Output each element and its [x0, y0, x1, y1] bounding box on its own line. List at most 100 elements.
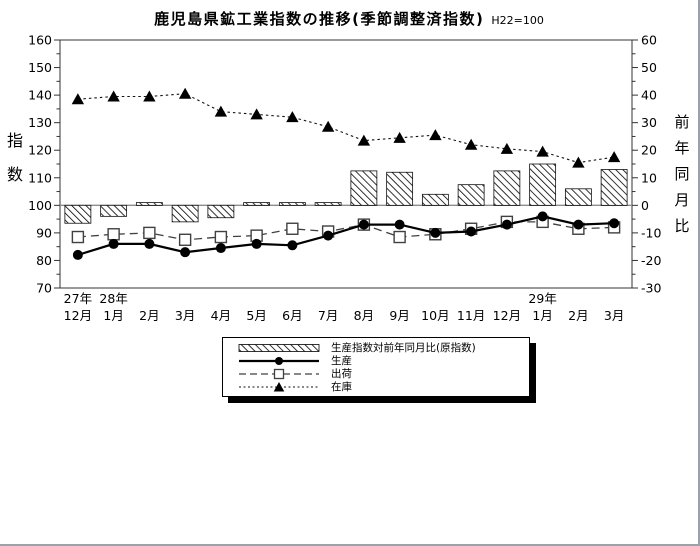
yoy-bar: [350, 170, 378, 206]
inventory-marker: [429, 129, 442, 141]
month-label: 10月: [421, 308, 449, 323]
yoy-bar: [421, 193, 449, 206]
legend-label: 在庫: [331, 380, 352, 393]
month-label: 3月: [175, 308, 195, 323]
legend-triangle-marker: [273, 381, 285, 391]
production-line: [77, 215, 615, 256]
left-axis-tick-label: 120: [28, 143, 52, 158]
month-label: 12月: [64, 308, 92, 323]
right-axis-tick-label: 30: [641, 115, 657, 130]
legend-item-line-circle: 生産: [223, 354, 529, 367]
right-axis-tick-label: -30: [641, 281, 661, 296]
svg-text:比: 比: [674, 217, 689, 235]
left-axis-tick-label: 90: [36, 225, 52, 240]
right-axis-tick-label: 10: [641, 170, 657, 185]
yoy-bar: [207, 204, 235, 219]
inventory-line: [77, 93, 615, 164]
svg-text:月: 月: [674, 191, 689, 209]
left-axis-tick-label: 80: [36, 253, 52, 268]
inventory-marker: [572, 156, 585, 168]
production-marker: [358, 219, 369, 230]
production-marker: [323, 230, 334, 241]
left-axis-tick-label: 100: [28, 198, 52, 213]
svg-text:数: 数: [7, 165, 23, 184]
yoy-bars: [64, 163, 628, 224]
shipments-marker: [71, 230, 85, 244]
right-axis-tick-label: 60: [641, 33, 657, 48]
left-axis-title: 指数: [7, 131, 23, 184]
right-axis-tick-label: 40: [641, 88, 657, 103]
shipments-marker: [178, 233, 192, 246]
month-label: 9月: [389, 308, 409, 323]
legend-item-line-square: 出荷: [223, 367, 529, 380]
month-label: 2月: [568, 308, 588, 323]
inventory-marker: [71, 93, 85, 105]
legend-circle-marker: [275, 356, 283, 365]
inventory-marker: [143, 90, 156, 102]
inventory-marker: [178, 87, 192, 99]
month-label: 4月: [211, 308, 231, 323]
month-label: 7月: [318, 308, 338, 323]
yoy-bar: [135, 202, 163, 206]
left-axis-tick-label: 150: [28, 60, 52, 75]
production-marker: [251, 238, 262, 249]
legend-item-line-triangle: 在庫: [223, 380, 529, 393]
right-axis-tick-label: 20: [641, 143, 657, 158]
yoy-bar: [243, 202, 271, 206]
legend-bar-swatch: [238, 343, 320, 352]
production-marker: [144, 238, 155, 249]
inventory-marker: [536, 145, 549, 157]
month-label: 6月: [282, 308, 302, 323]
inventory-marker: [250, 108, 263, 120]
svg-text:指: 指: [7, 131, 23, 150]
production-marker: [573, 219, 584, 230]
month-label: 3月: [604, 308, 624, 323]
inventory-marker: [321, 120, 335, 132]
legend-symbol-line-circle: [231, 355, 331, 367]
month-label: 12月: [493, 308, 521, 323]
legend-symbol-line-square: [231, 368, 331, 380]
month-label: 11月: [457, 308, 485, 323]
production-marker: [609, 218, 620, 229]
right-axis-tick-label: 0: [641, 198, 649, 213]
month-label: 5月: [246, 308, 266, 323]
inventory-marker: [357, 134, 371, 146]
inventory-marker: [393, 131, 406, 143]
inventory-marker: [607, 151, 621, 163]
legend-item-bar: 生産指数対前年同月比(原指数): [223, 341, 529, 354]
legend-symbol-bar: [231, 342, 331, 354]
production-marker: [394, 219, 405, 230]
left-axis-tick-label: 140: [28, 88, 52, 103]
right-axis-tick-label: 50: [641, 60, 657, 75]
legend-label: 生産指数対前年同月比(原指数): [331, 341, 476, 354]
right-axis: -30 -20 -10 0 10 20 30 40 50 60: [632, 33, 661, 296]
yoy-bar: [386, 171, 414, 206]
month-label: 2月: [139, 308, 159, 323]
year-label: 29年: [528, 291, 556, 306]
right-axis-tick-label: -20: [641, 253, 661, 268]
svg-text:同: 同: [674, 165, 689, 183]
yoy-bar: [171, 204, 199, 223]
chart-title-text: 鹿児島県鉱工業指数の推移(季節調整済指数): [154, 10, 485, 28]
production-marker: [108, 238, 119, 249]
plot-border: [59, 39, 633, 289]
left-axis: 70 80 90 100 110 120 130 140 150 160: [28, 33, 60, 296]
right-axis-tick-label: -10: [641, 225, 661, 240]
year-label: 27年: [64, 291, 92, 306]
shipments-marker: [286, 222, 299, 235]
month-label: 8月: [354, 308, 374, 323]
month-label: 1月: [532, 308, 552, 323]
production-marker: [537, 211, 548, 222]
svg-text:年: 年: [674, 139, 689, 157]
production-marker: [287, 240, 298, 251]
yoy-bar: [493, 170, 521, 206]
yoy-bar: [457, 184, 485, 206]
chart-title-note: H22=100: [491, 14, 544, 27]
year-label: 28年: [99, 291, 127, 306]
shipments-marker: [107, 228, 120, 241]
left-axis-tick-label: 70: [36, 281, 52, 296]
right-axis-title: 前年同月比: [674, 113, 689, 235]
left-axis-tick-label: 130: [28, 115, 52, 130]
